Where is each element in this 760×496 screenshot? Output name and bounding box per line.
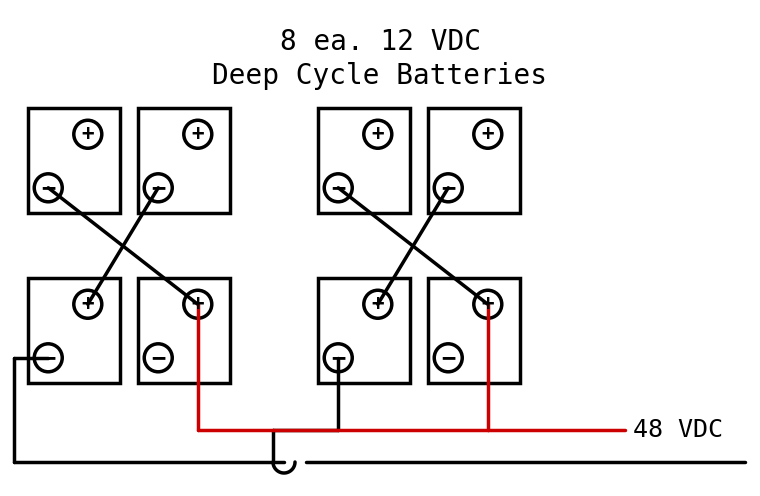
Bar: [28, 278, 120, 383]
Bar: [28, 108, 120, 213]
Text: −: −: [331, 346, 345, 370]
Bar: [428, 108, 520, 213]
Text: −: −: [41, 346, 55, 370]
Text: −: −: [41, 176, 55, 200]
Text: +: +: [192, 294, 204, 314]
Text: −: −: [151, 176, 166, 200]
Text: +: +: [482, 294, 494, 314]
Text: +: +: [81, 294, 94, 314]
Bar: [138, 278, 230, 383]
Text: 8 ea. 12 VDC: 8 ea. 12 VDC: [280, 28, 480, 56]
Text: −: −: [441, 176, 455, 200]
Text: +: +: [192, 124, 204, 144]
Bar: [138, 108, 230, 213]
Bar: [318, 278, 410, 383]
Text: 48 VDC: 48 VDC: [633, 418, 723, 442]
Text: −: −: [331, 176, 345, 200]
Bar: [428, 278, 520, 383]
Text: −: −: [151, 346, 166, 370]
Text: +: +: [372, 124, 384, 144]
Text: −: −: [441, 346, 455, 370]
Text: +: +: [482, 124, 494, 144]
Text: +: +: [81, 124, 94, 144]
Text: Deep Cycle Batteries: Deep Cycle Batteries: [213, 62, 547, 90]
Bar: [318, 108, 410, 213]
Text: +: +: [372, 294, 384, 314]
